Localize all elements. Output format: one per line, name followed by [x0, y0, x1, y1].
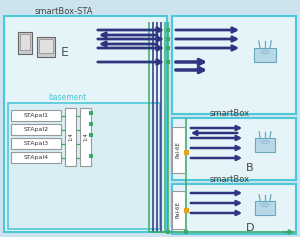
Bar: [18, 32, 32, 54]
Bar: [184, 208, 188, 213]
Bar: [172, 191, 185, 229]
Bar: [254, 48, 276, 62]
Bar: [166, 60, 170, 64]
Text: STApal1: STApal1: [23, 113, 49, 118]
Bar: [166, 60, 170, 64]
Bar: [11, 110, 61, 121]
Text: 1:4: 1:4: [83, 132, 88, 141]
Text: E: E: [61, 46, 69, 59]
Bar: [166, 46, 170, 50]
Text: 1:4: 1:4: [68, 132, 73, 141]
Bar: [172, 118, 296, 180]
Text: basement: basement: [48, 94, 86, 102]
Text: STApal3: STApal3: [23, 141, 49, 146]
Bar: [80, 108, 91, 166]
Bar: [184, 230, 188, 234]
Bar: [8, 103, 160, 229]
Text: B: B: [246, 163, 254, 173]
Bar: [89, 154, 93, 158]
Bar: [255, 201, 275, 215]
Bar: [11, 124, 61, 135]
Bar: [166, 28, 170, 32]
Bar: [172, 184, 296, 234]
Text: STApal2: STApal2: [23, 127, 49, 132]
Bar: [255, 138, 275, 152]
Bar: [172, 16, 296, 114]
Bar: [89, 133, 93, 137]
Text: smartBox-STA: smartBox-STA: [35, 6, 94, 15]
Bar: [37, 37, 55, 57]
Bar: [89, 111, 93, 115]
Text: smartBox: smartBox: [210, 109, 250, 118]
Bar: [11, 152, 61, 163]
Text: Pal-6E: Pal-6E: [176, 201, 181, 219]
Bar: [20, 34, 30, 50]
Bar: [89, 122, 93, 126]
Bar: [172, 127, 185, 173]
Text: smartBox: smartBox: [210, 174, 250, 183]
Text: Pal-6E: Pal-6E: [176, 141, 181, 159]
Bar: [4, 16, 167, 232]
Bar: [166, 230, 170, 234]
Bar: [39, 39, 53, 53]
Bar: [11, 138, 61, 149]
Bar: [166, 37, 170, 41]
Text: STApal4: STApal4: [23, 155, 49, 160]
Text: D: D: [246, 223, 254, 233]
Bar: [184, 150, 188, 155]
Bar: [65, 108, 76, 166]
